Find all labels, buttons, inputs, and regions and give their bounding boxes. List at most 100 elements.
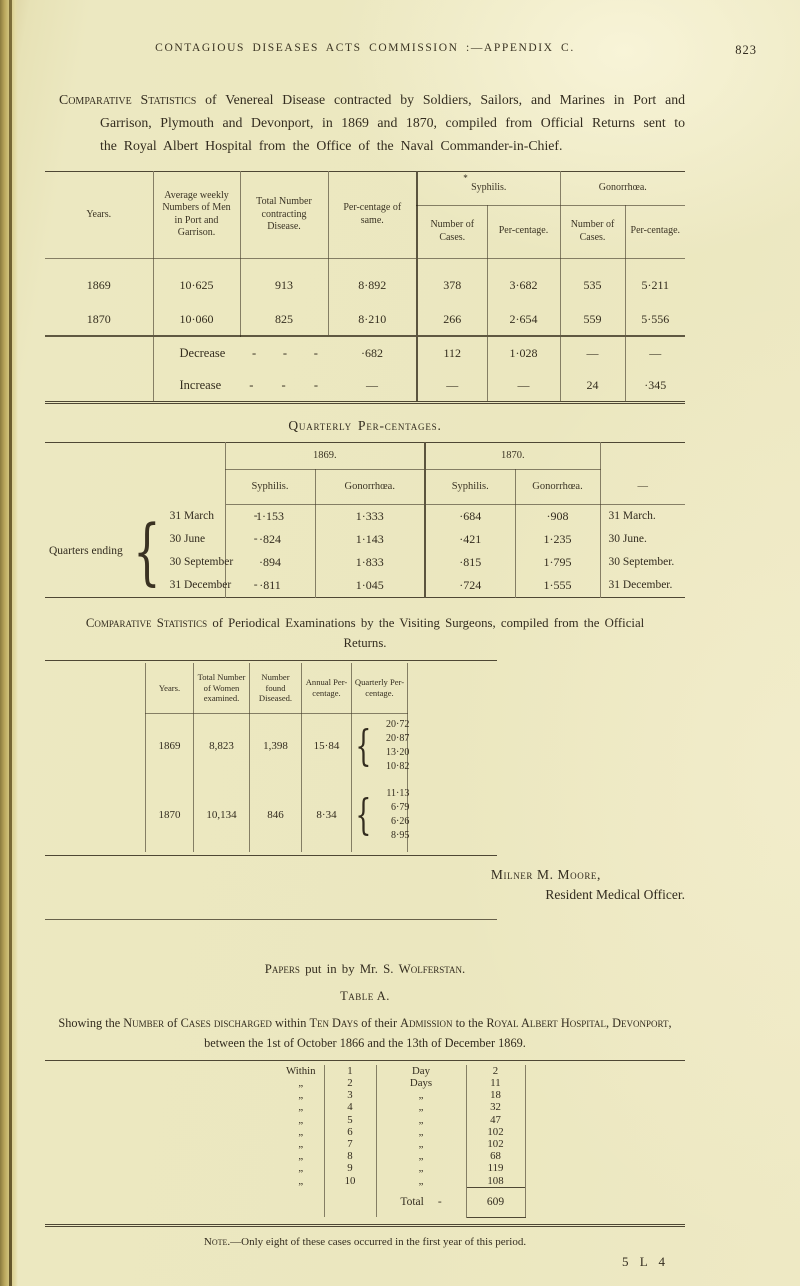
table-a: Within 1 Day 2 „ 2 Days 11 „ 3 „ 18 „ 4 „ 32 „ 5 „ 47 „…	[278, 1064, 526, 1218]
examinations-table-frame: Years. Total Number of Women examined. N…	[45, 659, 497, 856]
cell: —	[625, 334, 686, 370]
quarter-name: 30 June	[169, 532, 206, 545]
col-header-quarterly-percentage: Quarterly Per-centage.	[351, 662, 408, 714]
cell: „	[278, 1077, 325, 1090]
cell: 266	[417, 303, 488, 336]
cell	[278, 1187, 325, 1218]
cell: 30 September.	[608, 556, 675, 569]
quarter-row-september: ·894 1·833 ·815 1·795 30 September.	[45, 550, 685, 574]
cell: 5·556	[641, 311, 670, 326]
signature-role: Resident Medical Officer.	[545, 886, 685, 902]
cell: ·824	[225, 527, 316, 551]
cell: 10,134	[193, 777, 250, 852]
cell: 5	[324, 1113, 377, 1126]
quarterly-value: 10·82	[386, 760, 410, 772]
page-number: 823	[735, 43, 757, 57]
empty-header-cell	[600, 442, 685, 469]
col-header-syphilis-1870: Syphilis.	[425, 469, 516, 505]
examinations-table: Years. Total Number of Women examined. N…	[145, 662, 409, 852]
quarterly-value: 13·20	[386, 746, 410, 758]
cell: „	[278, 1138, 325, 1151]
cell: „	[376, 1138, 467, 1151]
cell	[45, 369, 154, 403]
cell: 1·833	[315, 550, 426, 574]
quarterly-values: 11·13 6·79 6·26 8·95	[377, 787, 409, 843]
decrease-row: Decrease - - - ·682 112 1·028 — —	[45, 334, 686, 370]
cell: „	[278, 1089, 325, 1102]
table-row: „ 10 „ 108	[278, 1174, 526, 1188]
cell: 1869	[145, 713, 194, 778]
cell: 1·333	[315, 504, 426, 528]
col-header-years: Years.	[145, 662, 194, 714]
col-header-annual-percentage: Annual Per-centage.	[301, 662, 352, 714]
quarter-name: 31 March	[169, 509, 214, 522]
cell: 15·84	[301, 713, 352, 778]
cell: 8·34	[301, 777, 352, 852]
page-title: CONTAGIOUS DISEASES ACTS COMMISSION :—AP…	[155, 42, 575, 54]
cell: 9	[324, 1162, 377, 1175]
cell: Days	[376, 1077, 467, 1090]
quarter-names: 31 March - 30 June - 30 September 31 Decem…	[170, 505, 258, 597]
exam-row-1869: 1869 8,823 1,398 15·84 { 20·72 20·87 13·…	[145, 713, 409, 778]
cell: 846	[249, 777, 302, 852]
table-a-description: Showing the Number of Cases discharged w…	[58, 1015, 672, 1050]
quarterly-values-cell: { 20·72 20·87 13·20 10·82	[351, 713, 409, 778]
col-header-syphilis-1869: Syphilis.	[225, 469, 316, 505]
cell: ·811	[225, 573, 316, 598]
total-value: 609	[466, 1186, 526, 1218]
brace-glyph: {	[354, 720, 372, 770]
cell	[324, 1187, 377, 1218]
cell: —	[417, 369, 488, 403]
table-row-1870: 1870 10·060 825 8·210 266 2·654 559 5·55…	[45, 303, 685, 336]
cell: 112	[417, 334, 488, 370]
quarterly-values: 20·72 20·87 13·20 10·82	[377, 718, 409, 774]
quarter-row-march: Quarters ending { 31 March - 30 June - 30 …	[45, 504, 685, 598]
cell: 3	[324, 1089, 377, 1102]
quarterly-value: 6·26	[391, 815, 410, 827]
venereal-statistics-table: Years. Average weekly Numbers of Men in …	[45, 170, 686, 404]
cell: 1·235	[515, 527, 601, 551]
cell: „	[278, 1162, 325, 1175]
leader-dash: -	[249, 377, 254, 392]
brace-glyph: {	[132, 508, 161, 593]
cell: 378	[417, 258, 488, 304]
cell: 31 December.	[608, 579, 673, 592]
cell: —	[487, 369, 561, 403]
table-row: „ 7 „ 102	[278, 1138, 526, 1151]
cell: ·724	[425, 573, 516, 598]
leader-dash: -	[252, 345, 257, 360]
cell: 1,398	[249, 713, 302, 778]
cell: 10·625	[153, 258, 241, 304]
cell: ·894	[225, 550, 316, 574]
leader-dash: -	[313, 377, 318, 392]
cell: „	[376, 1113, 467, 1126]
papers-heading: Papers put in by Mr. S. Wolferstan.	[264, 961, 466, 976]
cell: „	[376, 1089, 467, 1102]
quarter-row-june: ·824 1·143 ·421 1·235 30 June.	[45, 527, 685, 551]
cell: „	[278, 1150, 325, 1163]
col-header-syphilis-cases: Number of Cases.	[417, 205, 488, 259]
exam-row-1870: 1870 10,134 846 8·34 { 11·13 6·79 6·26	[145, 777, 409, 852]
quarter-name: 31 December	[169, 578, 232, 591]
binding-shadow-line	[9, 0, 12, 1286]
table-row: „ 8 „ 68	[278, 1150, 526, 1163]
increase-row: Increase - - - — — — 24 ·345	[45, 369, 685, 403]
cell: 10	[324, 1174, 377, 1188]
cell: —	[560, 334, 626, 370]
col-group-syphilis: * Syphilis.	[417, 171, 561, 206]
col-header-total-contracting: Total Number contracting Disease.	[240, 171, 329, 259]
corner-cell	[45, 442, 226, 505]
cell: 108	[466, 1174, 526, 1188]
col-group-1869: 1869.	[225, 442, 426, 470]
cell: Within	[278, 1064, 325, 1077]
leader-dash: -	[437, 1196, 442, 1209]
cell: 8,823	[193, 713, 250, 778]
cell: 30 June.	[608, 533, 647, 546]
leader-dash: -	[313, 345, 318, 360]
total-label: Total	[400, 1196, 424, 1209]
cell: „	[376, 1125, 467, 1139]
quarterly-value: 6·79	[391, 801, 410, 813]
col-header-gonorrhoea-1870: Gonorrhœa.	[515, 469, 601, 505]
quarters-ending-label: Quarters ending	[49, 544, 123, 557]
